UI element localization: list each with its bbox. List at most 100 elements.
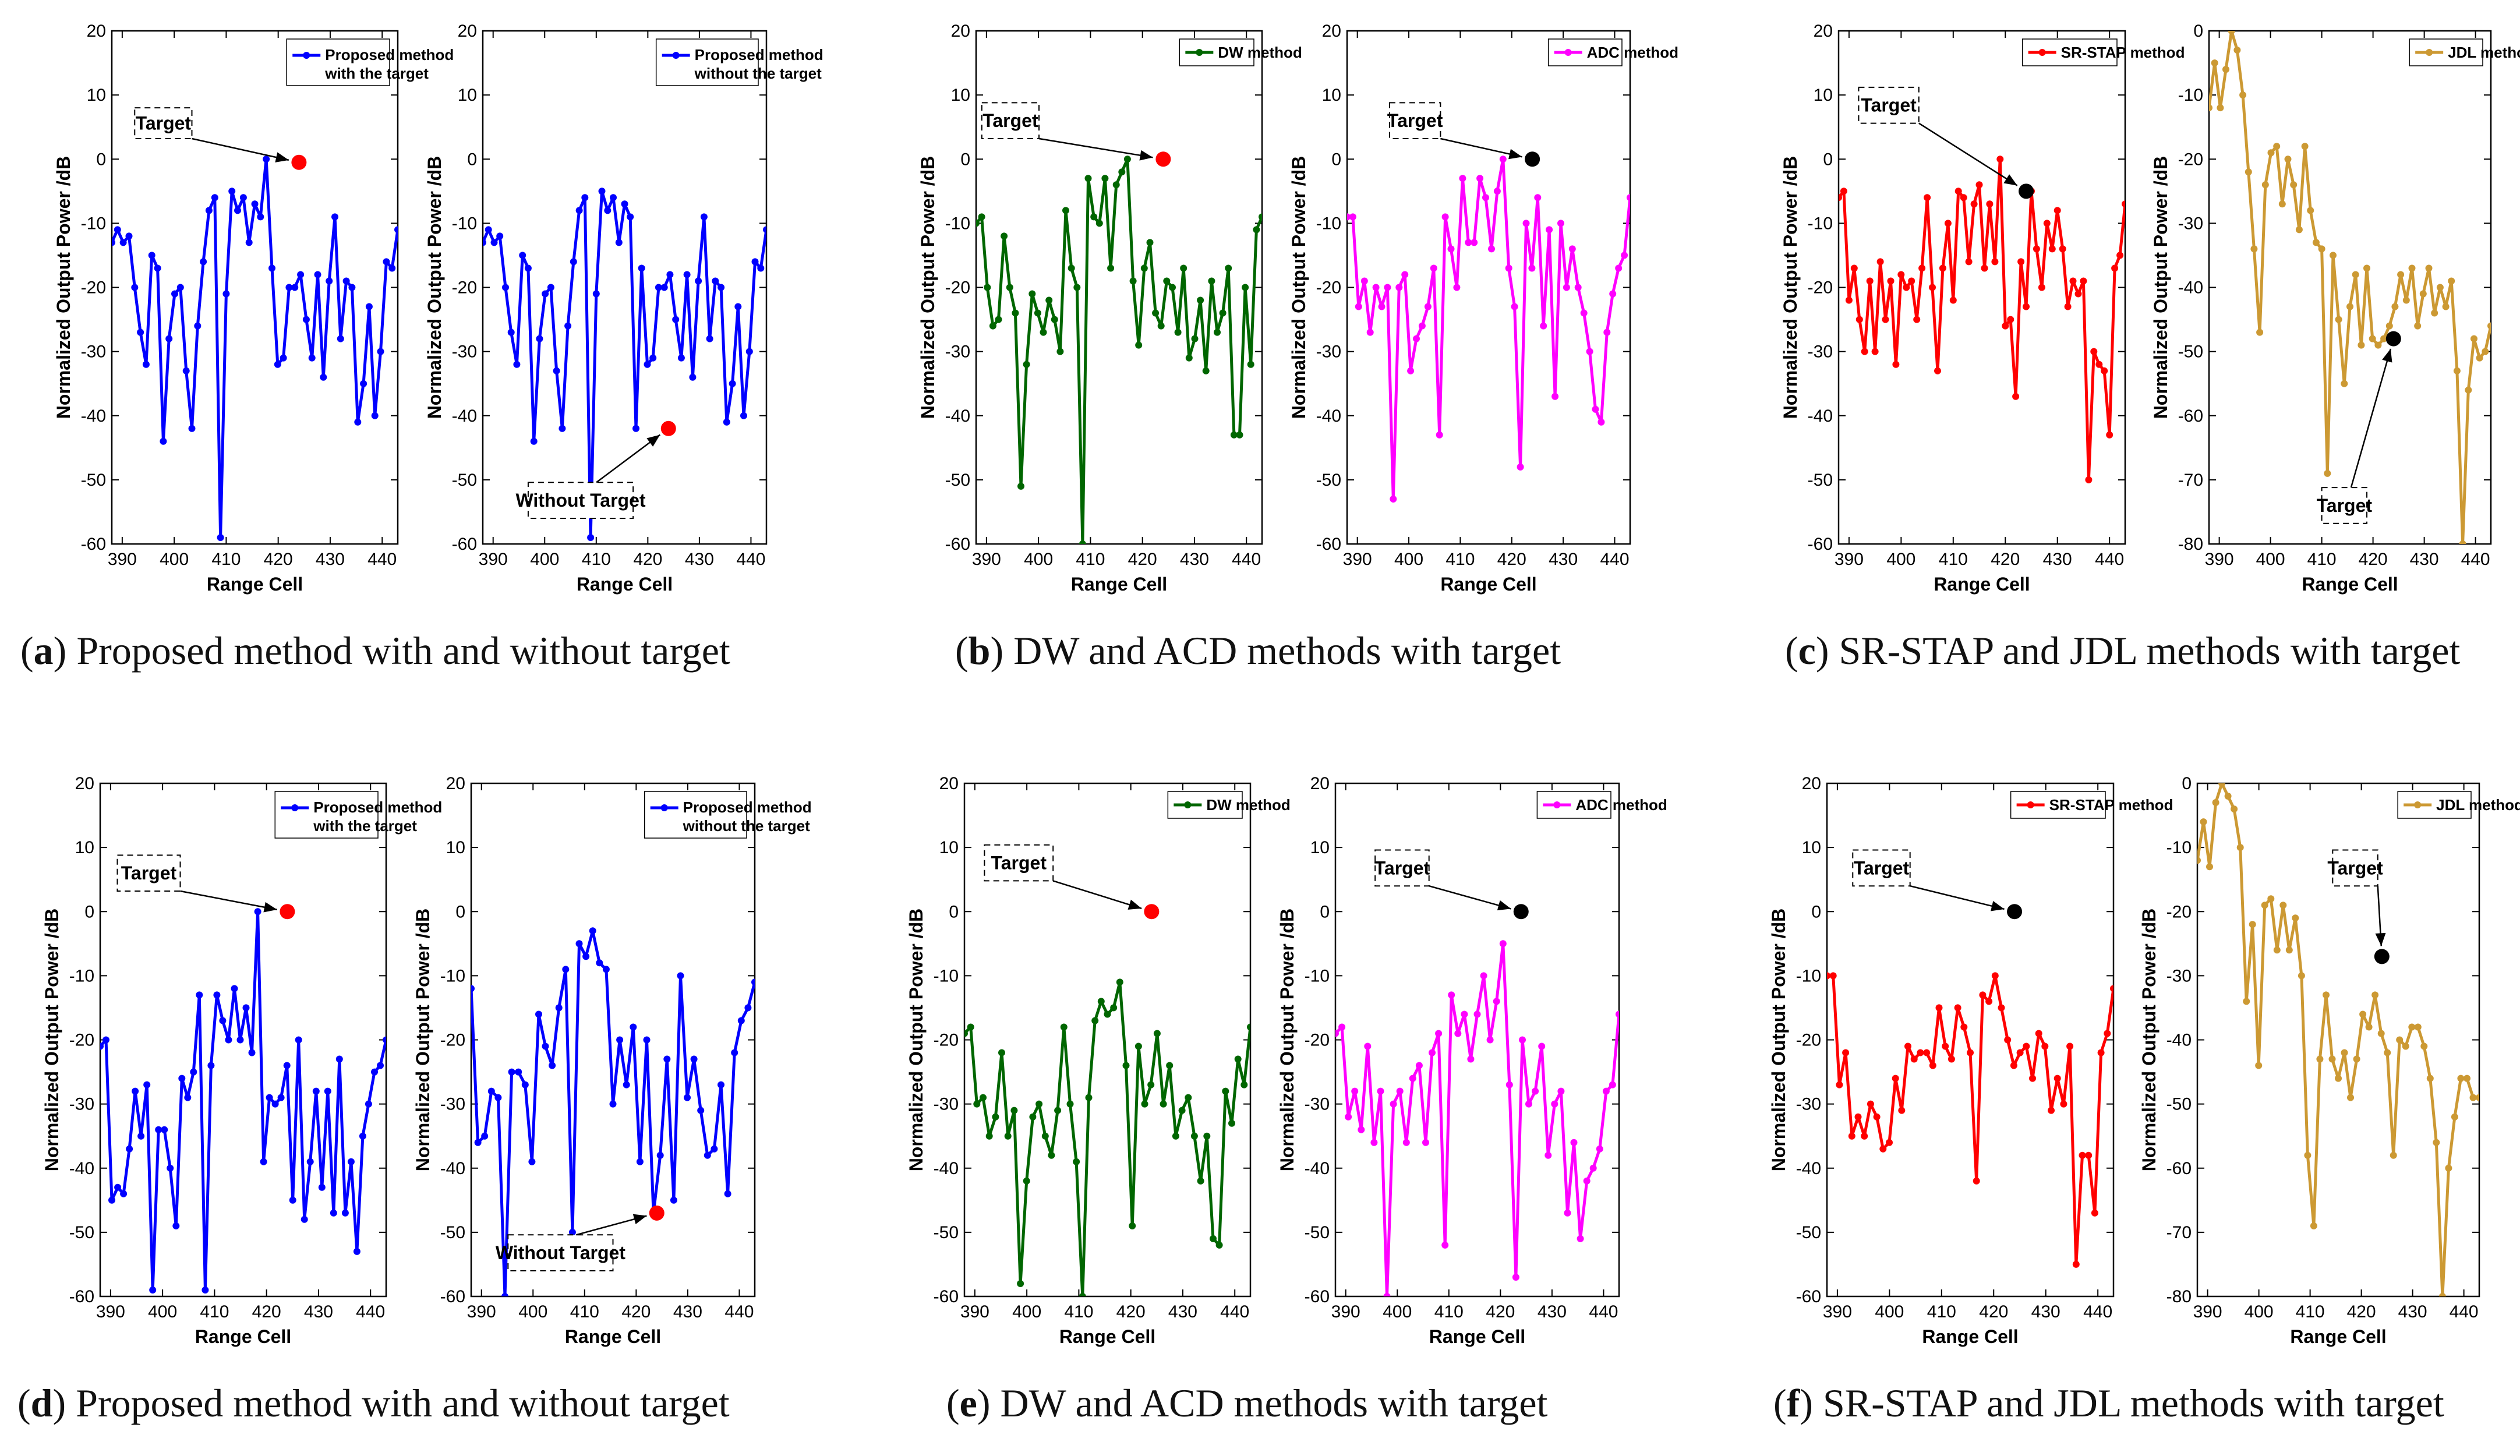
data-point xyxy=(978,213,985,221)
data-point xyxy=(1903,284,1910,291)
data-point xyxy=(483,239,486,246)
data-point xyxy=(2231,805,2238,813)
data-point xyxy=(683,271,691,278)
y-tick-label: -40 xyxy=(945,407,970,426)
data-point xyxy=(2346,303,2353,310)
data-point xyxy=(2048,245,2056,253)
data-point xyxy=(1191,335,1199,342)
data-point xyxy=(2363,264,2370,272)
data-point xyxy=(2448,277,2455,285)
data-point xyxy=(1505,264,1512,272)
y-tick-label: -20 xyxy=(1316,278,1341,298)
data-point xyxy=(496,232,504,240)
series-line xyxy=(100,910,386,1292)
y-tick-label: -60 xyxy=(2178,407,2203,426)
annotation-box xyxy=(527,482,634,519)
data-point xyxy=(1017,1280,1024,1287)
data-point xyxy=(165,335,173,342)
data-point xyxy=(1887,277,1895,285)
data-point xyxy=(1564,1209,1571,1217)
data-point xyxy=(1511,303,1518,310)
data-point xyxy=(562,966,570,973)
data-point xyxy=(1615,264,1623,272)
data-point xyxy=(297,271,305,278)
data-point xyxy=(377,1062,384,1069)
data-point xyxy=(1924,194,1931,202)
x-tick-label: 430 xyxy=(2043,550,2072,569)
y-tick-label: -10 xyxy=(934,966,959,985)
annotation-box xyxy=(1374,849,1430,887)
data-point xyxy=(2359,1010,2367,1018)
data-point xyxy=(1062,207,1069,214)
data-point xyxy=(1174,328,1182,336)
chart-d-right: -60 -50 -40 -30 -20 -10 0 10 20 390 400 410 420 430 44… xyxy=(412,774,812,1347)
arrow-head xyxy=(2382,348,2392,363)
data-point xyxy=(2233,47,2241,54)
series-line xyxy=(1335,942,1619,1296)
x-axis-label: Range Cell xyxy=(565,1326,661,1347)
data-point xyxy=(1029,290,1036,298)
data-point xyxy=(1441,213,1449,221)
data-point xyxy=(1166,1062,1174,1069)
x-tick-label: 410 xyxy=(1064,1302,1093,1321)
data-point xyxy=(1349,213,1356,221)
data-series xyxy=(2209,31,2491,544)
x-tick-label: 440 xyxy=(1589,1302,1618,1321)
data-point xyxy=(1360,277,1368,285)
data-point xyxy=(347,1158,355,1165)
y-tick-label: -50 xyxy=(69,1223,94,1242)
data-point xyxy=(1054,1107,1062,1114)
data-point xyxy=(202,1287,209,1294)
data-point xyxy=(228,188,236,195)
data-point xyxy=(1840,188,1847,195)
data-point xyxy=(1230,431,1238,439)
data-point xyxy=(542,290,549,298)
y-tick-label: -10 xyxy=(1316,214,1341,233)
data-point xyxy=(2482,348,2489,355)
x-tick-label: 410 xyxy=(2296,1302,2325,1321)
y-tick-label: 20 xyxy=(75,774,94,793)
data-point xyxy=(2278,200,2286,208)
data-point xyxy=(348,284,356,291)
caption-d: (d) Proposed method with and without tar… xyxy=(17,1381,730,1425)
y-axis-label: Normalized Output Power /dB xyxy=(2150,156,2171,419)
data-point xyxy=(1551,393,1559,400)
data-point xyxy=(1855,316,1863,323)
data-point xyxy=(365,1100,372,1108)
data-point xyxy=(285,284,293,291)
x-tick-label: 410 xyxy=(1939,550,1968,569)
data-point xyxy=(1854,1113,1862,1121)
data-point xyxy=(745,348,753,355)
data-point xyxy=(2312,239,2320,246)
data-point xyxy=(1499,156,1507,163)
y-tick-label: -40 xyxy=(69,1159,94,1178)
data-point xyxy=(131,284,139,291)
y-tick-label: -60 xyxy=(452,535,477,554)
annotation-label: Target xyxy=(136,113,192,134)
data-point xyxy=(2292,914,2299,922)
y-tick-label: -50 xyxy=(1316,471,1341,490)
data-point xyxy=(1208,277,1215,285)
data-point xyxy=(1454,1030,1462,1037)
y-axis-label: Normalized Output Power /dB xyxy=(1288,156,1309,419)
data-point xyxy=(301,1215,308,1223)
x-tick-label: 420 xyxy=(1979,1302,2008,1321)
data-point xyxy=(242,1004,250,1012)
data-point xyxy=(1985,998,1993,1005)
y-tick-label: -50 xyxy=(1796,1223,1821,1242)
data-point xyxy=(1892,361,1900,368)
data-point xyxy=(677,972,684,980)
data-point xyxy=(2267,149,2275,157)
chart-e-left: -60 -50 -40 -30 -20 -10 0 10 20 390 400 410 420 430 44… xyxy=(906,774,1291,1347)
data-point xyxy=(245,239,253,246)
data-point xyxy=(1091,1017,1099,1024)
data-point xyxy=(507,328,515,336)
data-point xyxy=(1355,303,1362,310)
data-point xyxy=(1991,972,1999,980)
data-point xyxy=(1848,1132,1855,1140)
y-tick-label: -40 xyxy=(452,407,477,426)
data-point xyxy=(1836,1081,1843,1089)
data-point xyxy=(980,1094,987,1101)
chart-c-right: -80 -70 -60 -50 -40 -30 -20 -10 0 390 400 410 420 430… xyxy=(2150,22,2520,595)
data-point xyxy=(2408,1023,2416,1031)
